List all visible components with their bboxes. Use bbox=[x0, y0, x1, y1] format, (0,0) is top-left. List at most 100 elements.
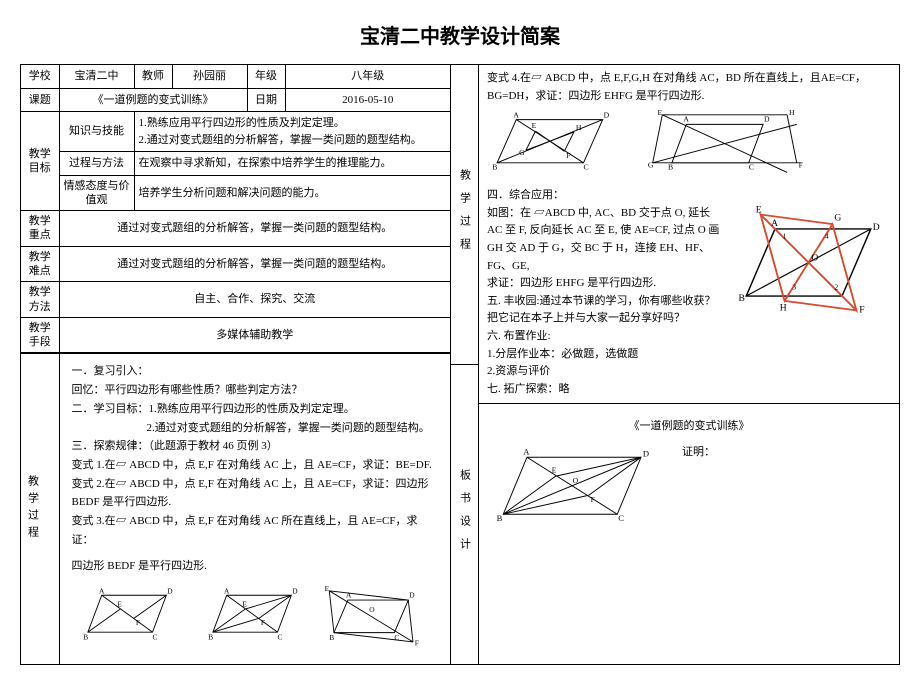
svg-text:F: F bbox=[859, 304, 864, 315]
goals-title: 二．学习目标：1.熟练应用平行四边形的性质及判定定理。 bbox=[72, 400, 439, 419]
svg-text:B: B bbox=[329, 633, 334, 642]
svg-text:D: D bbox=[764, 115, 770, 124]
keypoint-text: 通过对变式题组的分析解答，掌握一类问题的题型结构。 bbox=[59, 211, 450, 247]
right-column: 教学过程 板书设计 变式 4.在▱ ABCD 中，点 E,F,G,H 在对角线 … bbox=[451, 65, 899, 664]
svg-text:E: E bbox=[117, 599, 122, 608]
svg-text:C: C bbox=[278, 633, 283, 642]
right-label-column: 教学过程 板书设计 bbox=[451, 65, 479, 664]
svg-text:A: A bbox=[346, 590, 352, 599]
svg-text:F: F bbox=[799, 161, 803, 170]
school-label: 学校 bbox=[21, 65, 59, 88]
board-diagram: AD BC EF O bbox=[487, 443, 662, 538]
diagram-2: A D B C E F bbox=[194, 586, 315, 646]
board-label: 板书设计 bbox=[451, 365, 478, 664]
svg-text:F: F bbox=[135, 618, 139, 627]
svg-text:C: C bbox=[395, 633, 400, 642]
explore-title: 三．探索规律：（此题源于教材 46 页例 3） bbox=[72, 437, 439, 456]
svg-text:E: E bbox=[532, 121, 537, 130]
svg-text:D: D bbox=[643, 449, 649, 459]
date-label: 日期 bbox=[247, 88, 285, 112]
svg-text:E: E bbox=[756, 205, 762, 216]
topic-label: 课题 bbox=[21, 88, 59, 112]
svg-text:A: A bbox=[513, 111, 519, 120]
homework-2: 2.资源与评价 bbox=[487, 363, 721, 381]
svg-text:A: A bbox=[224, 586, 230, 595]
page-title: 宝清二中教学设计简案 bbox=[20, 20, 900, 49]
process-label: 教学过程 bbox=[21, 354, 59, 664]
means-label: 教学手段 bbox=[21, 317, 59, 353]
svg-text:F: F bbox=[415, 639, 419, 648]
teacher-label: 教师 bbox=[134, 65, 172, 88]
method-label: 教学方法 bbox=[21, 282, 59, 318]
board-design-content: 《一道例题的变式训练》 AD BC EF O bbox=[479, 404, 899, 664]
teacher-value: 孙园丽 bbox=[172, 65, 247, 88]
harvest: 五. 丰收园:通过本节课的学习，你有哪些收获？把它记在本子上并与大家一起分享好吗… bbox=[487, 293, 721, 328]
comprehensive-prove: 求证：四边形 EHFG 是平行四边形. bbox=[487, 275, 721, 293]
process-content: 一．复习引入： 回忆：平行四边形有哪些性质？哪些判定方法？ 二．学习目标：1.熟… bbox=[59, 354, 450, 664]
svg-text:O: O bbox=[369, 605, 375, 614]
right-upper-content: 变式 4.在▱ ABCD 中，点 E,F,G,H 在对角线 AC，BD 所在直线… bbox=[479, 65, 899, 404]
svg-text:1: 1 bbox=[783, 231, 787, 240]
goals-row2-text: 在观察中寻求新知，在探索中培养学生的推理能力。 bbox=[134, 152, 450, 176]
svg-text:O: O bbox=[573, 476, 579, 485]
svg-text:D: D bbox=[409, 590, 415, 599]
svg-text:B: B bbox=[739, 293, 745, 304]
svg-text:B: B bbox=[209, 633, 214, 642]
svg-text:D: D bbox=[873, 222, 880, 233]
difficulty-label: 教学难点 bbox=[21, 246, 59, 282]
diagram-4a: AD BC EH GF bbox=[487, 110, 632, 182]
variant-3a: 变式 3.在▱ ABCD 中，点 E,F 在对角线 AC 所在直线上，且 AE=… bbox=[72, 512, 439, 549]
svg-text:A: A bbox=[98, 586, 104, 595]
process-table: 教学过程 一．复习引入： 回忆：平行四边形有哪些性质？哪些判定方法？ 二．学习目… bbox=[21, 353, 450, 664]
svg-text:A: A bbox=[683, 115, 689, 124]
svg-text:E: E bbox=[658, 110, 663, 117]
svg-text:O: O bbox=[811, 252, 818, 263]
variant-1: 变式 1.在▱ ABCD 中，点 E,F 在对角线 AC 上，且 AE=CF，求… bbox=[72, 456, 439, 475]
diagram-4b: AD BC EH GF bbox=[642, 110, 817, 182]
means-text: 多媒体辅助教学 bbox=[59, 317, 450, 353]
svg-text:H: H bbox=[576, 123, 582, 132]
variant-3b: 四边形 BEDF 是平行四边形. bbox=[72, 557, 439, 576]
svg-text:2: 2 bbox=[834, 282, 838, 291]
goals-row3-label: 情感态度与价值观 bbox=[59, 175, 134, 211]
svg-text:G: G bbox=[519, 148, 525, 157]
svg-text:4: 4 bbox=[825, 231, 829, 240]
diagram-3: AD BC EF O bbox=[320, 586, 441, 656]
goals-row3-text: 培养学生分析问题和解决问题的能力。 bbox=[134, 175, 450, 211]
svg-text:C: C bbox=[584, 163, 589, 172]
svg-text:G: G bbox=[834, 212, 841, 223]
keypoint-label: 教学重点 bbox=[21, 211, 59, 247]
svg-text:E: E bbox=[243, 599, 248, 608]
diagram-1: AD BC EF bbox=[69, 586, 190, 646]
homework-title: 六. 布置作业: bbox=[487, 328, 721, 346]
variant-2: 变式 2.在▱ ABCD 中，点 E,F 在对角线 AC 上，且 AE=CF，求… bbox=[72, 475, 439, 512]
svg-text:C: C bbox=[749, 163, 754, 172]
svg-text:B: B bbox=[668, 163, 673, 172]
intro-title: 一．复习引入： bbox=[72, 362, 439, 381]
svg-text:D: D bbox=[604, 111, 610, 120]
svg-text:H: H bbox=[789, 110, 795, 117]
svg-text:A: A bbox=[771, 218, 778, 229]
comprehensive-text: 如图：在 ▱ABCD 中, AC、BD 交于点 O, 延长 AC 至 F, 反向… bbox=[487, 205, 721, 275]
header-table: 学校 宝清二中 教师 孙园丽 年级 八年级 课题 《一道例题的变式训练》 日期 … bbox=[21, 65, 450, 353]
main-container: 学校 宝清二中 教师 孙园丽 年级 八年级 课题 《一道例题的变式训练》 日期 … bbox=[20, 64, 900, 665]
goals-section-label: 教学目标 bbox=[21, 112, 59, 211]
svg-text:F: F bbox=[591, 495, 595, 504]
svg-text:H: H bbox=[780, 302, 787, 313]
grade-value: 八年级 bbox=[285, 65, 450, 88]
goals-row2-label: 过程与方法 bbox=[59, 152, 134, 176]
extend: 七. 拓广探索：略 bbox=[487, 381, 721, 399]
svg-text:B: B bbox=[497, 513, 503, 523]
svg-text:B: B bbox=[83, 633, 88, 642]
svg-text:E: E bbox=[552, 466, 557, 475]
goals-row1-label: 知识与技能 bbox=[59, 112, 134, 152]
board-title: 《一道例题的变式训练》 bbox=[487, 417, 891, 433]
comprehensive-title: 四．综合应用： bbox=[487, 187, 891, 205]
svg-text:F: F bbox=[261, 618, 265, 627]
homework-1: 1.分层作业本：必做题，选做题 bbox=[487, 346, 721, 364]
right-process-label: 教学过程 bbox=[451, 65, 478, 365]
method-text: 自主、合作、探究、交流 bbox=[59, 282, 450, 318]
left-column: 学校 宝清二中 教师 孙园丽 年级 八年级 课题 《一道例题的变式训练》 日期 … bbox=[21, 65, 451, 664]
svg-text:C: C bbox=[618, 513, 624, 523]
svg-text:D: D bbox=[293, 586, 299, 595]
